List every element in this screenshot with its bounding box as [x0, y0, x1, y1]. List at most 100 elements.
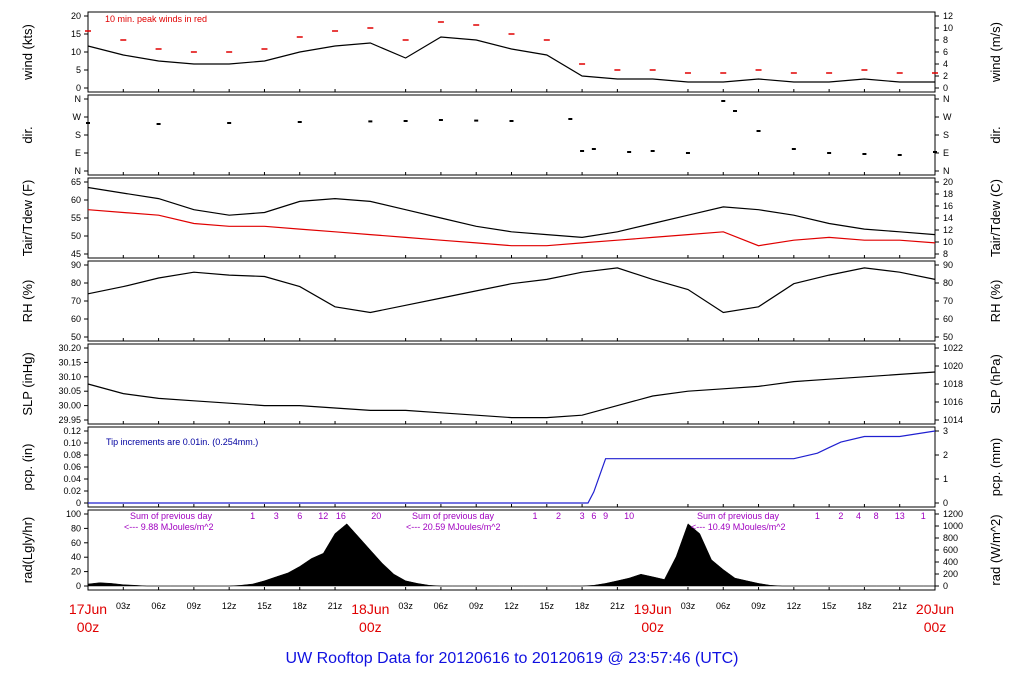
- wind-series-0: [87, 36, 935, 83]
- rad-ytick-label-left: 0: [76, 581, 81, 591]
- time-tick-label: 03z: [681, 601, 696, 611]
- rad-ytick-label-left: 60: [71, 538, 81, 548]
- time-tick-label: 12z: [504, 601, 519, 611]
- rad-ytick-label-right: 600: [943, 545, 958, 555]
- slp-ytick-label-right: 1020: [943, 361, 963, 371]
- date-label: 18Jun: [351, 601, 389, 617]
- dir-point: [368, 120, 373, 123]
- time-tick-label: 21z: [328, 601, 343, 611]
- rh-ytick-label-left: 50: [71, 332, 81, 342]
- dir-frame: [87, 94, 936, 176]
- rh-ytick-label-left: 90: [71, 260, 81, 270]
- wind-frame: [87, 11, 936, 93]
- slp-ytick-label-right: 1016: [943, 397, 963, 407]
- time-tick-label: 12z: [787, 601, 802, 611]
- slp-ytick-label-right: 1018: [943, 379, 963, 389]
- wind-ytick-label-right: 4: [943, 59, 948, 69]
- dir-point: [297, 121, 302, 123]
- pcp-ytick-label-left: 0.04: [63, 474, 81, 484]
- rad-ytick-label-right: 800: [943, 533, 958, 543]
- dir-point: [933, 151, 937, 153]
- date-hour-label: 00z: [641, 619, 664, 635]
- temp-ylabel-right: Tair/Tdew (C): [988, 179, 1003, 257]
- pcp-ytick-label-left: 0.10: [63, 438, 81, 448]
- slp-ytick-label-right: 1014: [943, 415, 963, 425]
- dir-ytick-label-right: E: [943, 148, 949, 158]
- temp-series-Tdew: [87, 209, 936, 247]
- rad-sum-value: <--- 10.49 MJoules/m^2: [691, 522, 786, 532]
- rad-ytick-label-right: 0: [943, 581, 948, 591]
- dir-ytick-label-left: E: [75, 148, 81, 158]
- rad-hour-label: 6: [297, 511, 302, 521]
- wind-ytick-label-right: 0: [943, 83, 948, 93]
- rad-hour-label: 10: [624, 511, 634, 521]
- time-tick-label: 09z: [751, 601, 766, 611]
- rad-ytick-label-right: 1200: [943, 509, 963, 519]
- time-tick-label: 06z: [151, 601, 166, 611]
- rh-ylabel-left: RH (%): [20, 280, 35, 323]
- date-hour-label: 00z: [77, 619, 100, 635]
- dir-point: [580, 150, 585, 152]
- pcp-ytick-label-left: 0.12: [63, 426, 81, 436]
- dir-point: [509, 120, 514, 122]
- footer-title: UW Rooftop Data for 20120616 to 20120619…: [285, 650, 739, 667]
- wind-ytick-label-left: 20: [71, 11, 81, 21]
- rad-ytick-label-right: 400: [943, 557, 958, 567]
- rad-ytick-label-left: 40: [71, 552, 81, 562]
- pcp-ytick-label-left: 0.08: [63, 450, 81, 460]
- dir-point: [438, 119, 443, 121]
- rh-ytick-label-right: 70: [943, 296, 953, 306]
- dir-ytick-label-right: W: [943, 112, 952, 122]
- slp-ytick-label-right: 1022: [943, 343, 963, 353]
- pcp-ytick-label-right: 1: [943, 474, 948, 484]
- dir-point: [827, 152, 832, 154]
- rad-ylabel-right: rad (W/m^2): [988, 514, 1003, 585]
- dir-point: [474, 119, 479, 122]
- pcp-annotation: Tip increments are 0.01in. (0.254mm.): [106, 437, 258, 447]
- dir-point: [862, 153, 867, 155]
- pcp-ytick-label-right: 0: [943, 498, 948, 508]
- time-tick-label: 03z: [398, 601, 413, 611]
- time-tick-label: 06z: [716, 601, 731, 611]
- dir-point: [227, 122, 232, 124]
- temp-series-Tair: [87, 186, 936, 239]
- dir-point: [86, 122, 90, 124]
- rh-ytick-label-right: 90: [943, 260, 953, 270]
- rad-sum-label: Sum of previous day: [412, 511, 495, 521]
- wind-ytick-label-left: 15: [71, 29, 81, 39]
- dir-point: [591, 148, 596, 150]
- rad-sum-value: <--- 20.59 MJoules/m^2: [406, 522, 501, 532]
- rad-hour-label: 1: [815, 511, 820, 521]
- dir-ytick-label-left: W: [73, 112, 82, 122]
- wind-ylabel-left: wind (kts): [20, 24, 35, 81]
- time-tick-label: 21z: [610, 601, 625, 611]
- date-label: 20Jun: [916, 601, 954, 617]
- wind-ytick-label-right: 12: [943, 11, 953, 21]
- date-hour-label: 00z: [359, 619, 382, 635]
- rad-ylabel-left: rad(Lgly/hr): [20, 517, 35, 583]
- slp-ytick-label-left: 30.00: [58, 401, 81, 411]
- rh-frame: [87, 260, 936, 342]
- rad-ytick-label-right: 200: [943, 569, 958, 579]
- temp-ylabel-left: Tair/Tdew (F): [20, 180, 35, 257]
- rad-hour-label: 1: [533, 511, 538, 521]
- rad-hour-label: 12: [318, 511, 328, 521]
- rh-ytick-label-left: 70: [71, 296, 81, 306]
- slp-ytick-label-left: 30.05: [58, 386, 81, 396]
- date-label: 19Jun: [634, 601, 672, 617]
- slp-series-0: [87, 371, 936, 419]
- pcp-ytick-label-left: 0: [76, 498, 81, 508]
- rh-ylabel-right: RH (%): [988, 280, 1003, 323]
- dir-ytick-label-left: N: [75, 166, 82, 176]
- pcp-ytick-label-left: 0.06: [63, 462, 81, 472]
- time-tick-label: 09z: [469, 601, 484, 611]
- time-tick-label: 15z: [540, 601, 555, 611]
- slp-frame: [87, 343, 936, 425]
- rad-ytick-label-left: 20: [71, 567, 81, 577]
- dir-point: [685, 152, 690, 154]
- temp-ytick-label-left: 50: [71, 231, 81, 241]
- time-tick-label: 06z: [434, 601, 449, 611]
- time-tick-label: 15z: [257, 601, 272, 611]
- rad-hour-label: 2: [556, 511, 561, 521]
